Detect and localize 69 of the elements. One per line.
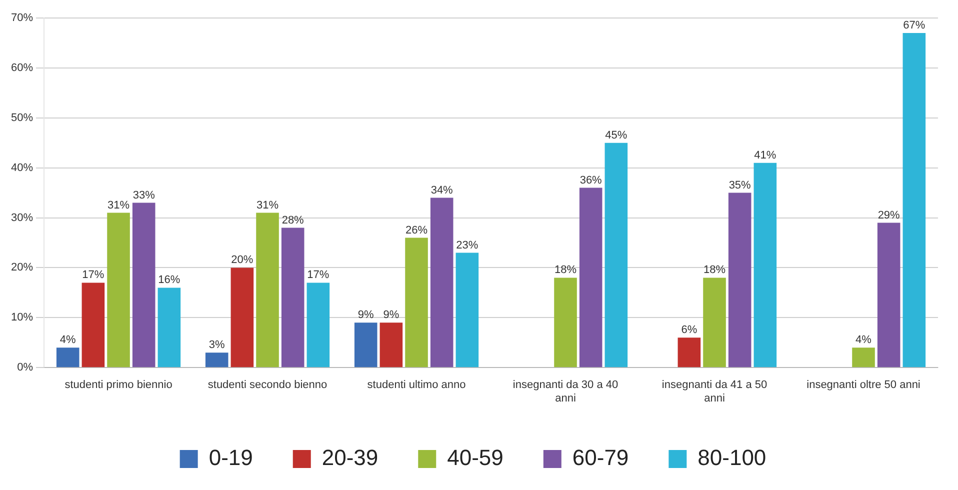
y-tick-label: 40% xyxy=(10,162,34,174)
data-label: 34% xyxy=(430,184,454,196)
data-label: 9% xyxy=(358,309,374,322)
data-label: 3% xyxy=(208,339,226,352)
bar xyxy=(430,198,454,368)
bar xyxy=(256,212,279,368)
bar xyxy=(728,192,752,368)
bar xyxy=(579,188,602,368)
data-label: 36% xyxy=(580,174,602,186)
bar xyxy=(107,212,130,368)
data-label: 26% xyxy=(405,224,428,236)
data-label: 28% xyxy=(282,214,304,226)
y-tick-label: 70% xyxy=(10,12,34,24)
data-label: 17% xyxy=(307,269,330,282)
bar xyxy=(703,278,726,368)
bar xyxy=(405,238,428,368)
bar xyxy=(82,282,105,368)
y-tick-label: 10% xyxy=(10,312,34,324)
bar xyxy=(230,268,254,368)
legend-label: 0-19 xyxy=(208,445,253,470)
data-label: 9% xyxy=(383,309,400,322)
data-label: 20% xyxy=(231,254,254,266)
bar xyxy=(754,162,777,368)
bar xyxy=(354,322,378,368)
x-tick-label: insegnanti da 41 a 50 anni xyxy=(662,379,768,404)
x-tick-label: insegnanti oltre 50 anni xyxy=(806,379,920,392)
x-tick-label: studenti primo biennio xyxy=(64,379,172,392)
data-label: 31% xyxy=(108,199,130,212)
data-label: 31% xyxy=(256,199,279,212)
legend-label: 80-100 xyxy=(698,445,766,470)
bar xyxy=(380,322,403,368)
legend-label: 20-39 xyxy=(322,445,378,470)
data-label: 17% xyxy=(82,269,104,282)
data-label: 41% xyxy=(754,149,776,162)
data-label: 33% xyxy=(132,189,156,202)
data-label: 29% xyxy=(878,209,900,222)
bar xyxy=(132,202,156,368)
bar xyxy=(56,348,80,368)
legend-label: 40-59 xyxy=(447,445,504,470)
legend-label: 60-79 xyxy=(572,445,629,470)
bar xyxy=(158,288,181,368)
bar xyxy=(205,352,228,368)
bar xyxy=(554,278,577,368)
y-tick-label: 50% xyxy=(10,112,34,124)
data-label: 23% xyxy=(456,239,478,252)
y-tick-label: 60% xyxy=(10,62,34,74)
y-tick-label: 0% xyxy=(17,362,34,374)
data-label: 45% xyxy=(605,129,628,142)
data-label: 18% xyxy=(703,264,726,276)
x-tick-label: studenti ultimo anno xyxy=(367,379,466,392)
bar xyxy=(604,142,628,368)
data-label: 16% xyxy=(158,274,180,286)
data-label: 6% xyxy=(681,324,698,336)
x-tick-label: insegnanti da 30 a 40 anni xyxy=(512,379,618,404)
bar xyxy=(877,222,900,368)
bar xyxy=(456,252,479,368)
bar xyxy=(281,228,304,368)
y-tick-label: 30% xyxy=(10,212,34,224)
data-label: 4% xyxy=(856,334,872,346)
data-label: 18% xyxy=(554,264,577,276)
bar xyxy=(852,348,875,368)
data-label: 35% xyxy=(728,179,752,192)
bar xyxy=(902,32,926,368)
data-label: 4% xyxy=(60,334,76,346)
bar xyxy=(306,282,330,368)
x-tick-label: studenti secondo bienno xyxy=(208,379,328,392)
bar xyxy=(678,338,701,368)
data-label: 67% xyxy=(903,20,926,32)
y-tick-label: 20% xyxy=(10,262,34,274)
